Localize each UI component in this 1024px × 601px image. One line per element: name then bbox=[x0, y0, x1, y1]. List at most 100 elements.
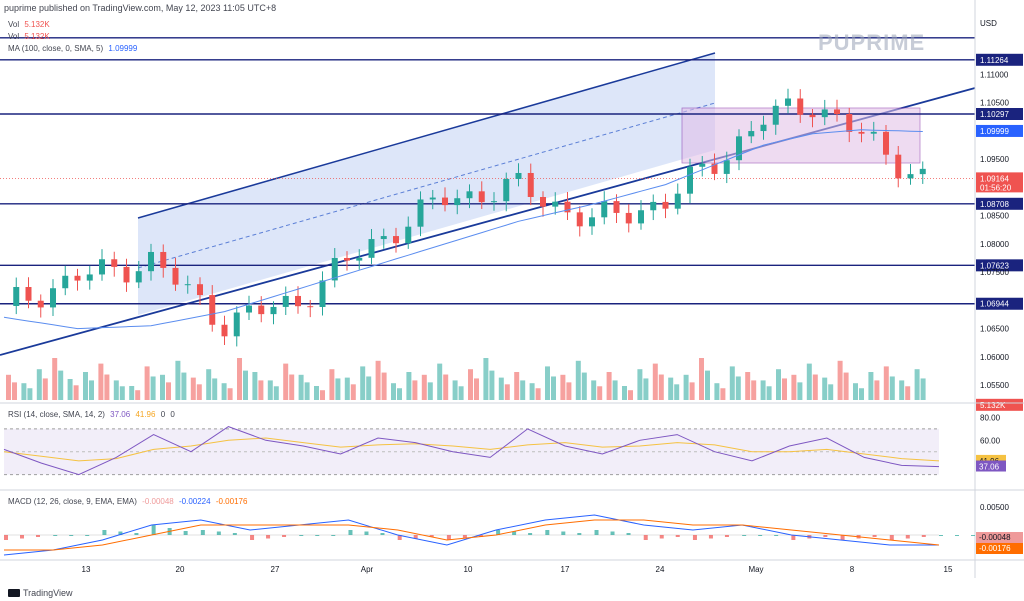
macd-histogram-bar bbox=[331, 535, 336, 536]
candle-body bbox=[834, 109, 840, 114]
volume-bar bbox=[868, 372, 874, 400]
candle-body bbox=[589, 217, 595, 227]
volume-bar bbox=[643, 378, 649, 400]
volume-bar bbox=[474, 378, 479, 400]
last-price-tag bbox=[976, 172, 1023, 193]
volume-bar bbox=[920, 378, 926, 400]
macd-histogram-bar bbox=[594, 530, 599, 535]
candle-body bbox=[442, 197, 448, 206]
volume-bar bbox=[381, 372, 387, 400]
volume-bar bbox=[520, 380, 526, 400]
candle-body bbox=[809, 114, 816, 118]
volume-value-label: 5.132K bbox=[980, 401, 1006, 410]
candle-body bbox=[491, 201, 497, 203]
macd-histogram-bar bbox=[577, 533, 582, 535]
volume-bar bbox=[828, 384, 834, 400]
volume-bar bbox=[699, 358, 704, 400]
volume-bar bbox=[421, 374, 427, 400]
macd-histogram-bar bbox=[282, 535, 287, 537]
candle-body bbox=[86, 274, 93, 281]
macd-histogram-bar bbox=[496, 530, 501, 535]
volume-bar bbox=[514, 372, 520, 400]
macd-histogram-bar bbox=[791, 535, 796, 540]
volume-bar bbox=[6, 374, 11, 400]
volume-bar bbox=[98, 363, 104, 400]
legend-ma[interactable]: MA (100, close, 0, SMA, 5) 1.09999 bbox=[8, 44, 137, 53]
volume-bar bbox=[252, 372, 258, 400]
legend-vol-2[interactable]: Vol 5.132K bbox=[8, 32, 50, 41]
volume-bar bbox=[597, 386, 603, 400]
volume-bar bbox=[591, 380, 597, 400]
volume-bar bbox=[806, 363, 812, 400]
volume-bar bbox=[468, 369, 473, 400]
volume-bar bbox=[335, 378, 341, 400]
currency-label: USD bbox=[980, 19, 997, 28]
volume-bar bbox=[314, 386, 319, 400]
volume-bar bbox=[735, 376, 741, 400]
level-2-tag bbox=[976, 108, 1023, 120]
volume-bar bbox=[504, 384, 510, 400]
volume-bar bbox=[58, 370, 64, 400]
volume-bar bbox=[391, 383, 396, 400]
volume-bar bbox=[289, 374, 295, 400]
volume-bar bbox=[73, 385, 79, 400]
macd-histogram-bar bbox=[512, 531, 517, 535]
candle-body bbox=[736, 136, 742, 161]
macd-histogram-bar bbox=[643, 535, 648, 540]
candle-body bbox=[503, 178, 510, 202]
candle-body bbox=[601, 201, 608, 218]
macd-histogram-bar bbox=[478, 535, 483, 537]
macd-histogram-bar bbox=[626, 533, 631, 535]
candle-body bbox=[37, 300, 44, 308]
volume-bar bbox=[83, 372, 88, 400]
legend-rsi[interactable]: RSI (14, close, SMA, 14, 2) 37.06 41.96 … bbox=[8, 410, 175, 419]
candle-body bbox=[919, 168, 926, 175]
volume-bar bbox=[437, 363, 443, 400]
volume-bar bbox=[150, 376, 156, 400]
candle-body bbox=[74, 275, 81, 281]
candle-body bbox=[478, 191, 485, 203]
volume-bar bbox=[427, 382, 433, 400]
legend-rsi-v3: 0 bbox=[160, 410, 166, 419]
macd-histogram-bar bbox=[462, 535, 467, 539]
candle-body bbox=[662, 201, 669, 209]
candle-body bbox=[613, 201, 620, 213]
signal-line bbox=[4, 519, 940, 551]
macd-histogram-bar bbox=[134, 533, 139, 535]
macd-histogram-bar bbox=[53, 535, 58, 536]
legend-vol-2-value: 5.132K bbox=[24, 32, 50, 41]
volume-bar bbox=[160, 374, 165, 400]
volume-bar bbox=[575, 360, 581, 400]
candle-body bbox=[650, 201, 657, 211]
macd-histogram-bar bbox=[85, 535, 90, 536]
volume-bar bbox=[119, 386, 125, 400]
candle-body bbox=[258, 305, 265, 315]
legend-vol-1[interactable]: Vol 5.132K bbox=[8, 20, 50, 29]
legend-ma-value: 1.09999 bbox=[108, 44, 138, 53]
macd-histogram-bar bbox=[921, 535, 926, 537]
candle-body bbox=[368, 239, 375, 258]
time-tick-label: 8 bbox=[850, 565, 855, 574]
macd-histogram-bar bbox=[823, 535, 828, 537]
last-price-countdown: 01:56:20 bbox=[980, 183, 1012, 192]
volume-bar bbox=[190, 377, 196, 400]
time-tick-label: 15 bbox=[944, 565, 953, 574]
price-tick-label: 1.07500 bbox=[980, 268, 1009, 277]
legend-macd-v2: -0.00224 bbox=[179, 497, 211, 506]
volume-bar bbox=[658, 374, 664, 400]
candle-body bbox=[331, 257, 338, 281]
candle-body bbox=[307, 306, 314, 308]
time-axis: 13 20 27 Apr 10 17 24 May 8 15 bbox=[82, 565, 953, 574]
footer[interactable]: TradingView bbox=[8, 588, 73, 598]
volume-bar bbox=[612, 380, 618, 400]
candle-body bbox=[821, 109, 828, 118]
legend-ma-label: MA (100, close, 0, SMA, 5) bbox=[8, 44, 104, 53]
volume-bar bbox=[227, 388, 233, 400]
volume-bar bbox=[52, 358, 58, 400]
volume-bar bbox=[237, 358, 242, 400]
tradingview-icon bbox=[8, 589, 20, 597]
candle-body bbox=[638, 210, 644, 224]
legend-macd[interactable]: MACD (12, 26, close, 9, EMA, EMA) -0.000… bbox=[8, 497, 247, 506]
rsi-tick-label: 80.00 bbox=[980, 413, 1001, 422]
macd-histogram-bar bbox=[413, 535, 418, 539]
